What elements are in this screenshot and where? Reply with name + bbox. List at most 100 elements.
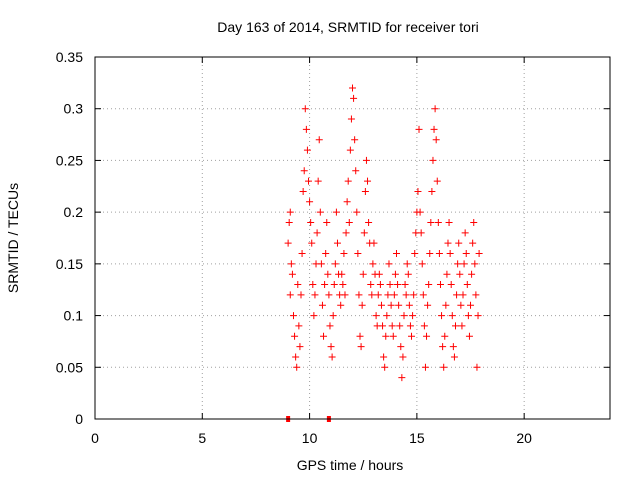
data-points	[284, 84, 483, 382]
data-point	[460, 260, 468, 268]
data-point	[415, 125, 423, 133]
data-point	[362, 156, 370, 164]
data-point	[326, 322, 334, 330]
data-point	[377, 301, 385, 309]
data-point	[471, 260, 479, 268]
data-point	[379, 322, 387, 330]
data-point	[338, 270, 346, 278]
x-axis-label: GPS time / hours	[297, 457, 404, 473]
y-tick-label: 0.2	[64, 204, 84, 220]
data-point	[439, 343, 447, 351]
data-point	[288, 270, 296, 278]
data-point	[367, 281, 375, 289]
data-point	[468, 270, 476, 278]
data-point	[351, 136, 359, 144]
data-point	[358, 301, 366, 309]
data-point	[448, 312, 456, 320]
data-point	[365, 218, 373, 226]
y-axis-label: SRMTID / TECUs	[5, 183, 21, 293]
data-point	[399, 353, 407, 361]
data-point	[355, 291, 363, 299]
data-point	[416, 208, 424, 216]
data-point	[389, 332, 397, 340]
data-point	[286, 208, 294, 216]
data-point	[299, 187, 307, 195]
data-point	[301, 105, 309, 113]
data-point	[303, 146, 311, 154]
data-point	[327, 343, 335, 351]
data-point	[465, 332, 473, 340]
data-point	[397, 343, 405, 351]
data-point	[391, 270, 399, 278]
plot-frame	[94, 56, 611, 420]
data-point	[427, 218, 435, 226]
data-point	[419, 291, 427, 299]
data-point	[447, 281, 455, 289]
data-point	[450, 353, 458, 361]
data-point	[285, 218, 293, 226]
data-point	[386, 281, 394, 289]
data-point	[372, 312, 380, 320]
data-point	[284, 239, 292, 247]
data-point	[293, 363, 301, 371]
data-point	[432, 136, 440, 144]
data-point	[430, 125, 438, 133]
data-point	[354, 250, 362, 258]
data-point	[475, 250, 483, 258]
data-point	[344, 177, 352, 185]
data-point	[364, 177, 372, 185]
data-point	[394, 281, 402, 289]
data-point	[402, 291, 410, 299]
data-point	[457, 301, 465, 309]
data-point	[414, 187, 422, 195]
data-point	[343, 198, 351, 206]
data-point	[459, 291, 467, 299]
data-point	[302, 125, 310, 133]
data-point	[297, 291, 305, 299]
data-point	[453, 291, 461, 299]
data-point	[345, 218, 353, 226]
data-point	[368, 291, 376, 299]
data-point	[306, 198, 314, 206]
data-point	[408, 332, 416, 340]
x-tick-label: 5	[198, 430, 206, 446]
chart-title: Day 163 of 2014, SRMTID for receiver tor…	[217, 19, 478, 35]
data-point	[328, 353, 336, 361]
data-point	[309, 281, 317, 289]
x-tick-label: 0	[91, 430, 99, 446]
data-point	[308, 239, 316, 247]
data-point	[398, 374, 406, 382]
data-point	[321, 281, 329, 289]
data-point	[445, 218, 453, 226]
data-point	[441, 332, 449, 340]
data-point	[433, 177, 441, 185]
y-tick-label: 0.25	[56, 152, 83, 168]
data-point	[383, 312, 391, 320]
data-point	[467, 301, 475, 309]
x-tick-label: 15	[409, 430, 425, 446]
data-point	[423, 332, 431, 340]
data-point	[463, 281, 471, 289]
data-point	[310, 312, 318, 320]
data-point	[322, 250, 330, 258]
data-point	[374, 291, 382, 299]
data-point	[325, 291, 333, 299]
data-point	[396, 322, 404, 330]
data-point	[449, 343, 457, 351]
data-point	[395, 301, 403, 309]
data-point	[424, 301, 432, 309]
data-point	[435, 250, 443, 258]
data-point	[294, 281, 302, 289]
data-point	[387, 301, 395, 309]
data-point	[342, 229, 350, 237]
data-point	[400, 312, 408, 320]
data-point	[444, 239, 452, 247]
data-point	[369, 260, 377, 268]
data-point	[469, 239, 477, 247]
data-point	[333, 239, 341, 247]
data-point	[307, 218, 315, 226]
data-point	[410, 291, 418, 299]
data-point	[464, 312, 472, 320]
data-point	[409, 312, 417, 320]
data-point	[417, 229, 425, 237]
